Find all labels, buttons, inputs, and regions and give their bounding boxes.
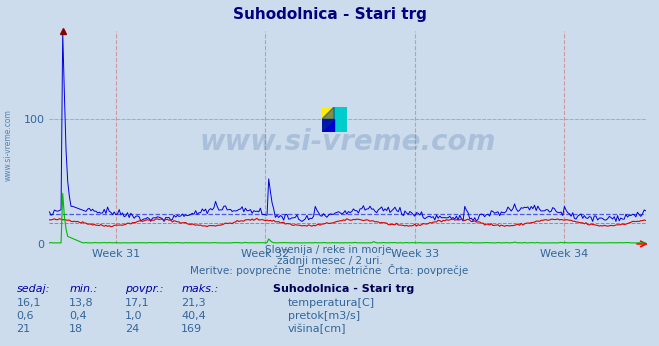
Text: min.:: min.:: [69, 284, 98, 294]
Text: pretok[m3/s]: pretok[m3/s]: [288, 311, 360, 321]
Text: 16,1: 16,1: [16, 298, 41, 308]
Bar: [322, 107, 334, 119]
Text: Suhodolnica - Stari trg: Suhodolnica - Stari trg: [233, 7, 426, 22]
Text: 17,1: 17,1: [125, 298, 150, 308]
Text: 18: 18: [69, 324, 83, 334]
Text: višina[cm]: višina[cm]: [288, 324, 347, 334]
Bar: [334, 107, 347, 132]
Bar: [322, 119, 334, 132]
Text: 0,4: 0,4: [69, 311, 87, 321]
Text: temperatura[C]: temperatura[C]: [288, 298, 375, 308]
Text: 0,6: 0,6: [16, 311, 34, 321]
Text: 1,0: 1,0: [125, 311, 143, 321]
Text: www.si-vreme.com: www.si-vreme.com: [200, 128, 496, 156]
Text: zadnji mesec / 2 uri.: zadnji mesec / 2 uri.: [277, 256, 382, 266]
Text: 13,8: 13,8: [69, 298, 94, 308]
Polygon shape: [322, 107, 334, 132]
Text: Suhodolnica - Stari trg: Suhodolnica - Stari trg: [273, 284, 415, 294]
Text: sedaj:: sedaj:: [16, 284, 50, 294]
Text: Meritve: povprečne  Enote: metrične  Črta: povprečje: Meritve: povprečne Enote: metrične Črta:…: [190, 264, 469, 276]
Text: 21,3: 21,3: [181, 298, 206, 308]
Text: 40,4: 40,4: [181, 311, 206, 321]
Text: 21: 21: [16, 324, 30, 334]
Text: 169: 169: [181, 324, 202, 334]
Text: povpr.:: povpr.:: [125, 284, 163, 294]
Text: 24: 24: [125, 324, 140, 334]
Text: Slovenija / reke in morje.: Slovenija / reke in morje.: [264, 245, 395, 255]
Text: maks.:: maks.:: [181, 284, 219, 294]
Text: www.si-vreme.com: www.si-vreme.com: [3, 109, 13, 181]
